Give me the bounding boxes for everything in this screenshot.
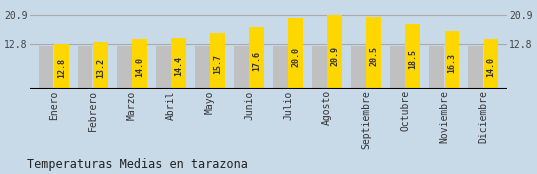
- Bar: [132, 39, 147, 89]
- Text: Temperaturas Medias en tarazona: Temperaturas Medias en tarazona: [27, 157, 248, 171]
- Text: 15.7: 15.7: [213, 54, 222, 74]
- Text: 12.8: 12.8: [57, 58, 66, 78]
- Bar: [445, 31, 459, 89]
- Text: 20.5: 20.5: [369, 46, 379, 66]
- Bar: [171, 38, 186, 89]
- Bar: [78, 46, 92, 89]
- Bar: [234, 46, 249, 89]
- Bar: [93, 42, 108, 89]
- Text: 14.0: 14.0: [487, 57, 496, 77]
- Bar: [288, 18, 303, 89]
- Bar: [156, 46, 171, 89]
- Bar: [328, 15, 342, 89]
- Text: 17.6: 17.6: [252, 51, 262, 71]
- Text: 18.5: 18.5: [409, 49, 417, 69]
- Bar: [483, 39, 498, 89]
- Text: 16.3: 16.3: [447, 53, 456, 73]
- Bar: [249, 27, 264, 89]
- Text: 14.4: 14.4: [174, 56, 183, 76]
- Bar: [211, 33, 225, 89]
- Text: 20.9: 20.9: [330, 46, 339, 66]
- Bar: [54, 44, 69, 89]
- Bar: [429, 46, 444, 89]
- Bar: [390, 46, 405, 89]
- Bar: [117, 46, 132, 89]
- Text: 13.2: 13.2: [96, 58, 105, 78]
- Bar: [312, 46, 326, 89]
- Bar: [39, 46, 54, 89]
- Bar: [273, 46, 288, 89]
- Bar: [195, 46, 209, 89]
- Text: 20.0: 20.0: [291, 47, 300, 67]
- Bar: [405, 23, 420, 89]
- Bar: [366, 17, 381, 89]
- Text: 14.0: 14.0: [135, 57, 144, 77]
- Bar: [351, 46, 366, 89]
- Bar: [468, 46, 483, 89]
